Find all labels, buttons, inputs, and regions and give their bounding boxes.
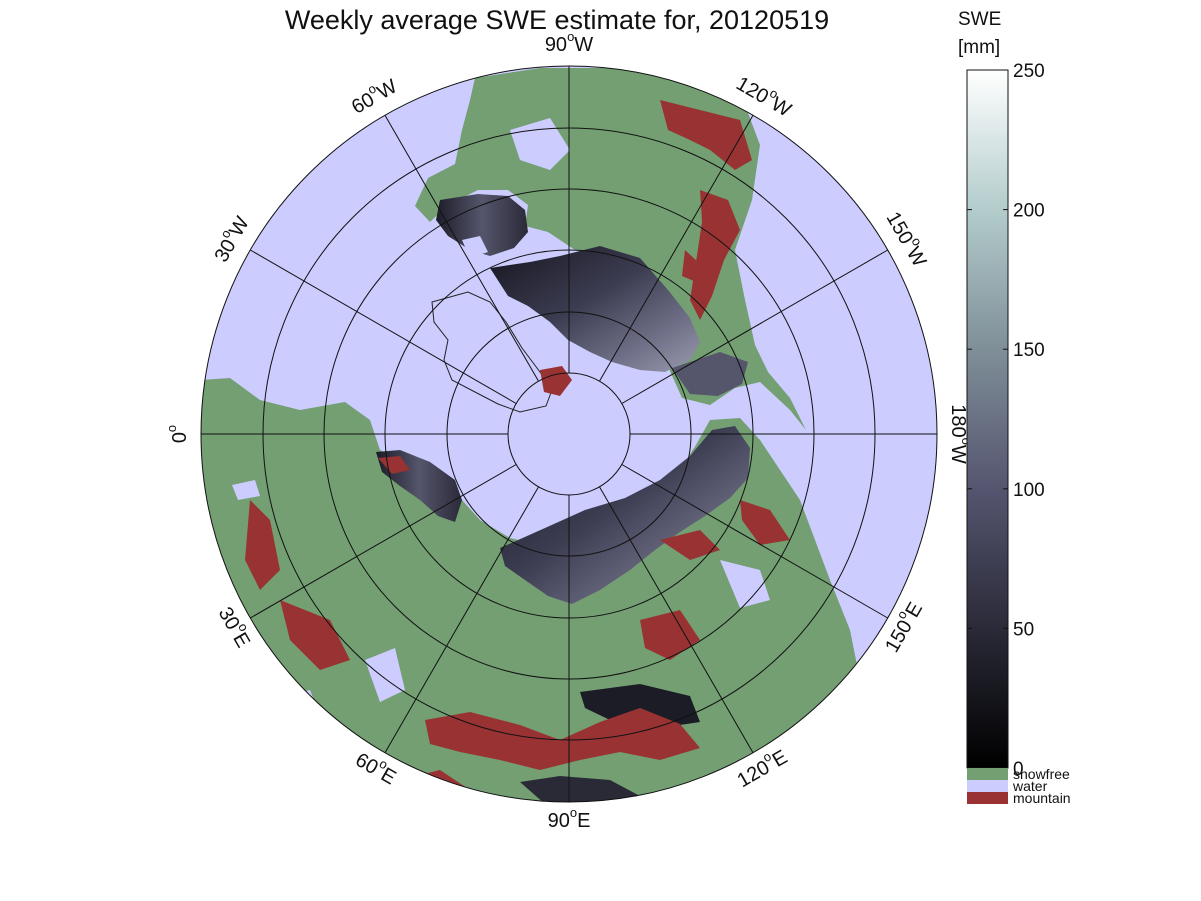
meridian-line (621, 249, 888, 404)
colorbar-title-line1: SWE (958, 9, 1001, 30)
colorbar-gradient (966, 69, 1009, 769)
category-swatch-mountain (967, 792, 1008, 804)
meridian-line (621, 464, 888, 619)
colorbar: SWE [mm] 250 200 150 100 50 0 snowfreewatermo… (958, 9, 1071, 806)
longitude-label: 0o (164, 425, 191, 443)
colorbar-tick-label: 200 (1013, 201, 1045, 222)
category-label-mountain: mountain (1013, 790, 1071, 806)
longitude-label: 90oE (548, 805, 591, 832)
snow-siberia (500, 426, 750, 604)
category-label-water: water (1012, 778, 1048, 794)
meridian-lines (201, 66, 937, 802)
longitude-label: 90oW (545, 29, 593, 56)
meridian-line (599, 115, 754, 382)
colorbar-tick-label: 0 (1013, 759, 1024, 780)
meridian-line (384, 115, 539, 382)
snow-hudson-bay-east (436, 194, 528, 256)
longitude-label: 180oW (947, 404, 974, 464)
map-title: Weekly average SWE estimate for, 2012051… (285, 5, 829, 35)
category-label-snowfree: snowfree (1013, 766, 1070, 782)
longitude-label: 120oE (731, 742, 791, 792)
meridian-line (250, 249, 517, 404)
colorbar-tick-label: 50 (1013, 619, 1034, 640)
snow-tibet (520, 776, 640, 802)
colorbar-tick-label: 250 (1013, 61, 1045, 82)
colorbar-tick-label: 150 (1013, 340, 1045, 361)
category-swatch-water (967, 780, 1008, 792)
colorbar-tick-label: 100 (1013, 480, 1045, 501)
snow-central-asia (580, 684, 700, 728)
meridian-line (250, 464, 517, 619)
meridian-line (599, 486, 754, 753)
colorbar-title-line2: [mm] (958, 37, 1000, 58)
category-swatch-snowfree (967, 768, 1008, 780)
landmass-north-america (415, 68, 806, 430)
map-disc (201, 66, 937, 802)
mountain-areas (245, 100, 790, 800)
meridian-line (384, 486, 539, 753)
